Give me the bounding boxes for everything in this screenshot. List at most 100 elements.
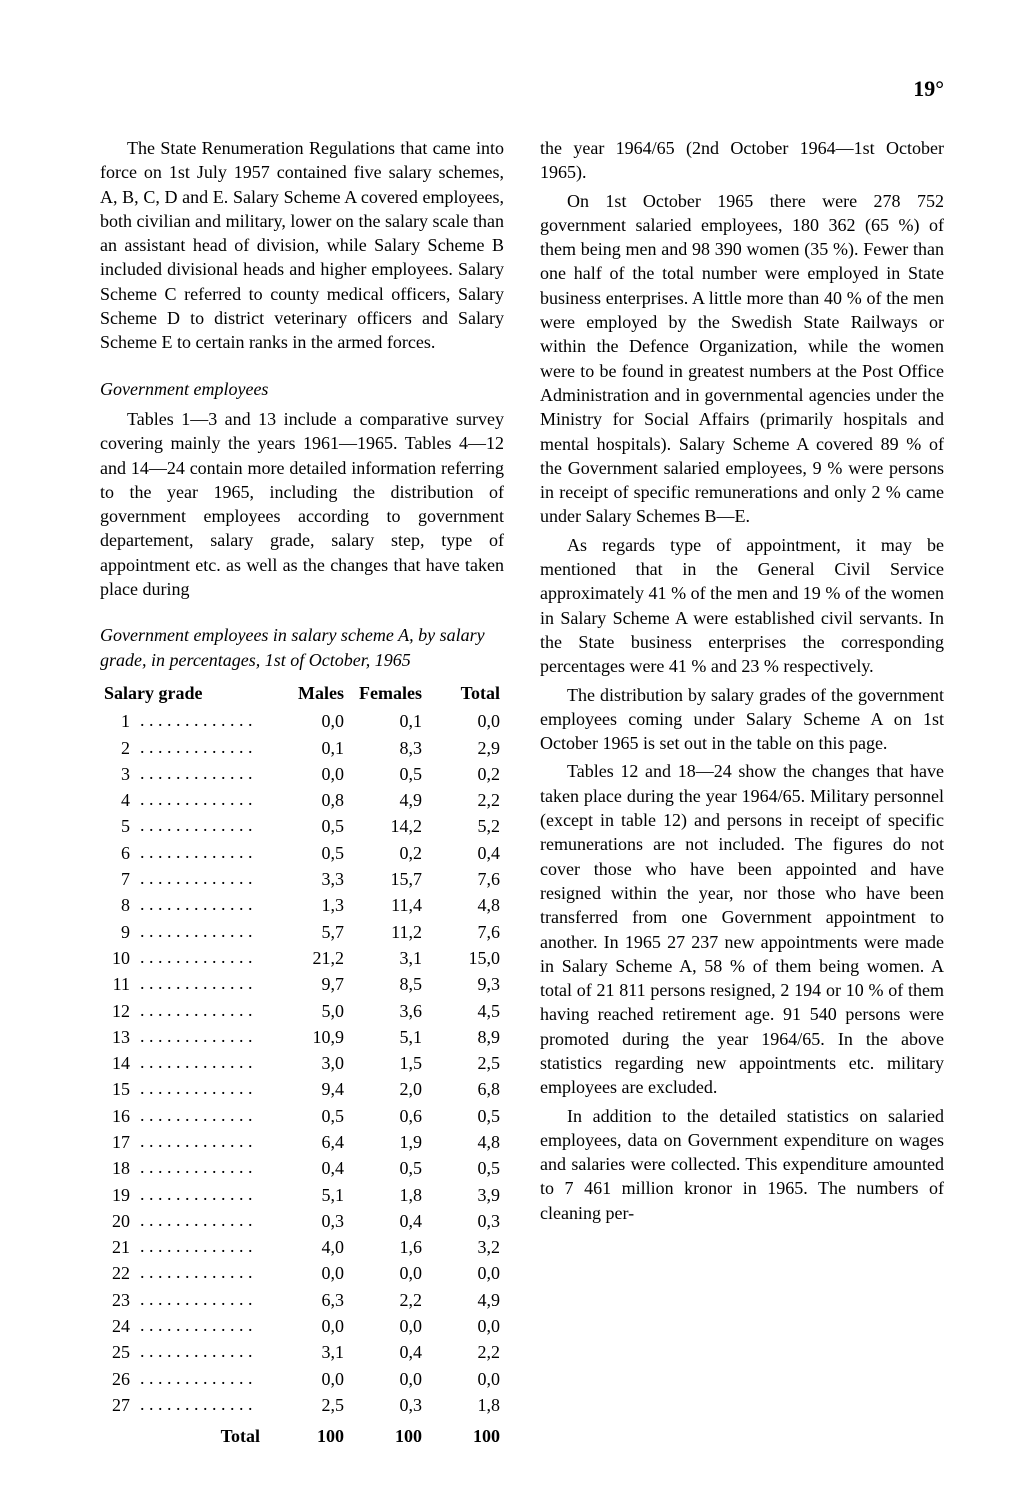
row-grade: 22 bbox=[100, 1260, 134, 1286]
row-females: 0,0 bbox=[348, 1313, 426, 1339]
row-total: 4,5 bbox=[426, 998, 504, 1024]
row-grade: 17 bbox=[100, 1129, 134, 1155]
two-column-layout: The State Renumeration Regulations that … bbox=[100, 136, 944, 1450]
total-females: 100 bbox=[348, 1418, 426, 1449]
row-females: 4,9 bbox=[348, 787, 426, 813]
table-row: 119,78,59,3 bbox=[100, 971, 504, 997]
row-dots bbox=[134, 708, 270, 734]
row-males: 0,5 bbox=[270, 1103, 348, 1129]
row-dots bbox=[134, 761, 270, 787]
row-total: 4,9 bbox=[426, 1287, 504, 1313]
row-total: 9,3 bbox=[426, 971, 504, 997]
row-total: 2,5 bbox=[426, 1050, 504, 1076]
row-males: 3,3 bbox=[270, 866, 348, 892]
row-females: 14,2 bbox=[348, 813, 426, 839]
row-dots bbox=[134, 1050, 270, 1076]
right-para-0: the year 1964/65 (2nd October 1964—1st O… bbox=[540, 136, 944, 185]
table-total-row: Total100100100 bbox=[100, 1418, 504, 1449]
row-total: 5,2 bbox=[426, 813, 504, 839]
row-dots bbox=[134, 1208, 270, 1234]
row-grade: 27 bbox=[100, 1392, 134, 1418]
row-dots bbox=[134, 1287, 270, 1313]
table-row: 50,514,25,2 bbox=[100, 813, 504, 839]
row-males: 9,7 bbox=[270, 971, 348, 997]
row-females: 11,4 bbox=[348, 892, 426, 918]
table-row: 160,50,60,5 bbox=[100, 1103, 504, 1129]
row-males: 21,2 bbox=[270, 945, 348, 971]
row-grade: 9 bbox=[100, 919, 134, 945]
right-para-1: On 1st October 1965 there were 278 752 g… bbox=[540, 189, 944, 529]
table-row: 19 5,11,83,9 bbox=[100, 1182, 504, 1208]
row-total: 4,8 bbox=[426, 1129, 504, 1155]
row-females: 0,2 bbox=[348, 840, 426, 866]
row-females: 3,1 bbox=[348, 945, 426, 971]
row-females: 11,2 bbox=[348, 919, 426, 945]
table-row: 220,00,00,0 bbox=[100, 1260, 504, 1286]
row-grade: 15 bbox=[100, 1076, 134, 1102]
row-grade: 14 bbox=[100, 1050, 134, 1076]
table-row: 125,03,64,5 bbox=[100, 998, 504, 1024]
table-row: 200,30,40,3 bbox=[100, 1208, 504, 1234]
row-total: 15,0 bbox=[426, 945, 504, 971]
row-total: 0,4 bbox=[426, 840, 504, 866]
row-dots bbox=[134, 1234, 270, 1260]
row-total: 0,5 bbox=[426, 1103, 504, 1129]
row-females: 8,3 bbox=[348, 735, 426, 761]
table-row: 214,01,63,2 bbox=[100, 1234, 504, 1260]
row-grade: 8 bbox=[100, 892, 134, 918]
row-grade: 5 bbox=[100, 813, 134, 839]
row-males: 0,5 bbox=[270, 840, 348, 866]
row-grade: 21 bbox=[100, 1234, 134, 1260]
row-males: 5,7 bbox=[270, 919, 348, 945]
row-females: 1,5 bbox=[348, 1050, 426, 1076]
row-males: 0,0 bbox=[270, 761, 348, 787]
row-females: 2,2 bbox=[348, 1287, 426, 1313]
right-para-2: As regards type of appointment, it may b… bbox=[540, 533, 944, 679]
row-males: 3,0 bbox=[270, 1050, 348, 1076]
table-col-males: Males bbox=[270, 678, 348, 708]
row-dots bbox=[134, 813, 270, 839]
row-dots bbox=[134, 1129, 270, 1155]
row-males: 0,0 bbox=[270, 1313, 348, 1339]
table-row: 73,315,77,6 bbox=[100, 866, 504, 892]
row-dots bbox=[134, 971, 270, 997]
table-row: 240,00,00,0 bbox=[100, 1313, 504, 1339]
row-males: 4,0 bbox=[270, 1234, 348, 1260]
row-females: 15,7 bbox=[348, 866, 426, 892]
row-grade: 19 bbox=[100, 1182, 134, 1208]
row-total: 2,9 bbox=[426, 735, 504, 761]
row-grade: 26 bbox=[100, 1366, 134, 1392]
row-females: 0,5 bbox=[348, 1155, 426, 1181]
row-dots bbox=[134, 1366, 270, 1392]
table-row: 9 5,711,27,6 bbox=[100, 919, 504, 945]
page-number: 19° bbox=[913, 76, 944, 102]
row-females: 8,5 bbox=[348, 971, 426, 997]
row-dots bbox=[134, 1182, 270, 1208]
row-dots bbox=[134, 1392, 270, 1418]
row-grade: 4 bbox=[100, 787, 134, 813]
row-females: 0,0 bbox=[348, 1260, 426, 1286]
row-total: 3,9 bbox=[426, 1182, 504, 1208]
row-total: 6,8 bbox=[426, 1076, 504, 1102]
row-grade: 18 bbox=[100, 1155, 134, 1181]
row-males: 5,1 bbox=[270, 1182, 348, 1208]
table-row: 1310,95,18,9 bbox=[100, 1024, 504, 1050]
row-total: 4,8 bbox=[426, 892, 504, 918]
table-row: 30,00,50,2 bbox=[100, 761, 504, 787]
row-dots bbox=[134, 735, 270, 761]
row-total: 7,6 bbox=[426, 919, 504, 945]
table-row: 260,00,00,0 bbox=[100, 1366, 504, 1392]
row-grade: 7 bbox=[100, 866, 134, 892]
row-grade: 13 bbox=[100, 1024, 134, 1050]
row-dots bbox=[134, 945, 270, 971]
row-grade: 10 bbox=[100, 945, 134, 971]
right-para-4: Tables 12 and 18—24 show the changes tha… bbox=[540, 759, 944, 1099]
salary-grade-table: Salary grade Males Females Total 10,00,1… bbox=[100, 678, 504, 1450]
right-column: the year 1964/65 (2nd October 1964—1st O… bbox=[540, 136, 944, 1450]
total-total: 100 bbox=[426, 1418, 504, 1449]
row-females: 2,0 bbox=[348, 1076, 426, 1102]
row-total: 0,0 bbox=[426, 1313, 504, 1339]
page: 19° The State Renumeration Regulations t… bbox=[0, 0, 1024, 1503]
row-males: 0,0 bbox=[270, 708, 348, 734]
row-females: 1,8 bbox=[348, 1182, 426, 1208]
